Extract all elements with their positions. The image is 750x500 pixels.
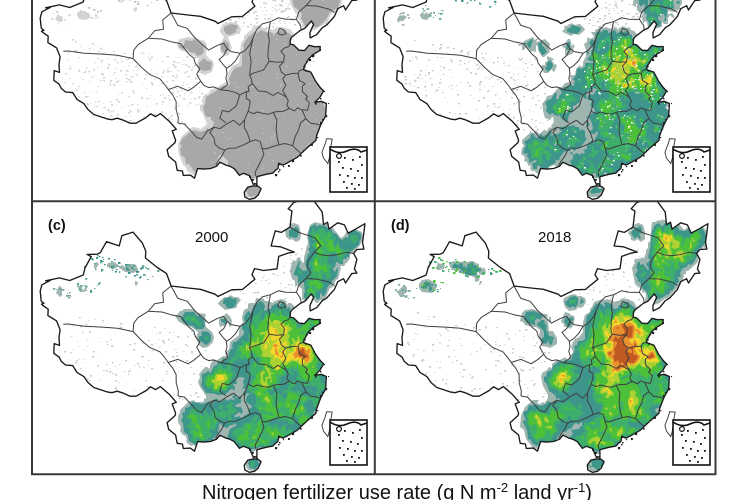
svg-text:(c): (c) [48, 218, 66, 234]
svg-text:2000: 2000 [195, 229, 228, 246]
svg-text:Nitrogen fertilizer use rate (: Nitrogen fertilizer use rate (g N m-2 la… [202, 480, 592, 500]
svg-text:(d): (d) [391, 218, 410, 234]
svg-text:2018: 2018 [538, 229, 571, 246]
